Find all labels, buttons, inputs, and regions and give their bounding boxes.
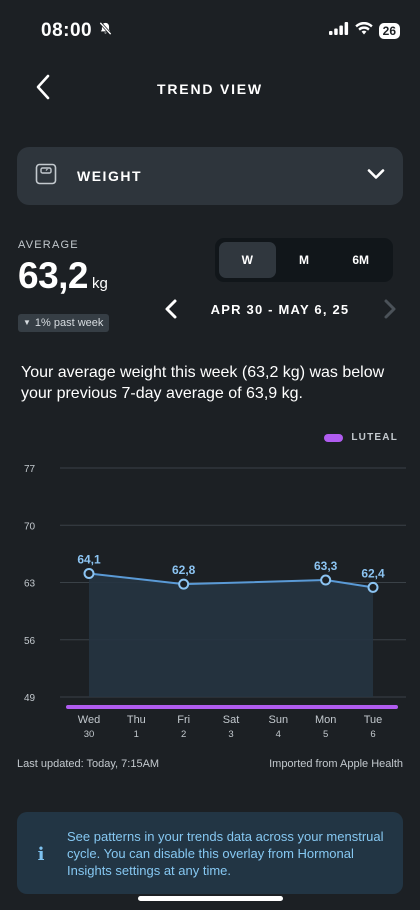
data-point: [83, 568, 95, 580]
data-point: [320, 574, 332, 586]
change-text: 1% past week: [34, 317, 104, 329]
legend-label: LUTEAL: [351, 432, 398, 443]
metric-selector[interactable]: WEIGHT: [17, 147, 403, 205]
x-tick-date: 1: [134, 729, 139, 740]
data-label: 63,3: [314, 559, 338, 573]
y-tick-label: 77: [24, 464, 36, 475]
y-tick-label: 56: [24, 636, 36, 647]
x-tick-date: 4: [276, 729, 281, 740]
info-text: See patterns in your trends data across …: [67, 829, 384, 878]
series-area: [89, 573, 373, 697]
chevron-left-icon: [162, 299, 180, 324]
chevron-right-icon: [381, 299, 399, 324]
tab-week[interactable]: W: [219, 242, 276, 278]
legend-swatch: [324, 433, 344, 442]
data-label: 64,1: [77, 553, 101, 567]
x-tick-day: Sun: [269, 714, 289, 726]
y-tick-label: 70: [24, 521, 36, 532]
average-number: 63,2: [18, 255, 89, 296]
signal-icon: [328, 22, 349, 40]
x-tick-day: Sat: [223, 714, 240, 726]
y-tick-label: 49: [24, 693, 36, 704]
status-indicators: 26: [328, 21, 400, 40]
data-label: 62,8: [172, 563, 196, 577]
metric-selector-label: WEIGHT: [77, 168, 142, 184]
data-label: 62,4: [361, 566, 385, 580]
summary-text: Your average weight this week (63,2 kg) …: [21, 364, 385, 402]
range-tabs: W M 6M: [215, 238, 393, 282]
hormonal-insights-info-card: See patterns in your trends data across …: [17, 812, 403, 894]
x-tick-date: 2: [181, 729, 186, 740]
x-tick-date: 30: [84, 729, 95, 740]
chevron-down-icon: [367, 167, 385, 185]
previous-period-button[interactable]: [162, 298, 180, 325]
series-line: [88, 572, 374, 589]
y-tick-label: 63: [24, 579, 36, 590]
data-source-text: Imported from Apple Health: [269, 758, 403, 770]
average-unit: kg: [92, 275, 108, 292]
x-tick-date: 3: [228, 729, 233, 740]
x-tick-day: Thu: [127, 714, 146, 726]
change-badge: ▼ 1% past week: [18, 314, 110, 332]
date-range-label: APR 30 - MAY 6, 25: [210, 302, 350, 317]
x-tick-day: Wed: [78, 714, 100, 726]
x-tick-date: 5: [323, 729, 328, 740]
last-updated-text: Last updated: Today, 7:15AM: [17, 758, 160, 770]
x-tick-day: Tue: [364, 714, 383, 726]
scale-icon: [35, 163, 57, 190]
clock-text: 08:00: [41, 20, 93, 42]
back-button[interactable]: [28, 74, 58, 104]
data-point: [367, 581, 379, 593]
x-tick-day: Mon: [315, 714, 336, 726]
bell-muted-icon: [98, 20, 113, 42]
luteal-phase-band: [66, 705, 398, 709]
average-label: AVERAGE: [18, 239, 79, 251]
home-indicator[interactable]: [138, 896, 283, 901]
page-title: TREND VIEW: [157, 81, 263, 97]
chart-legend: LUTEAL: [324, 432, 398, 443]
x-tick-day: Fri: [177, 714, 190, 726]
triangle-down-icon: ▼: [23, 318, 31, 327]
data-point: [178, 578, 190, 590]
wifi-icon: [354, 21, 373, 40]
x-tick-date: 6: [370, 729, 375, 740]
status-time: 08:00: [41, 20, 113, 42]
next-period-button[interactable]: [381, 298, 399, 325]
tab-six-months[interactable]: 6M: [352, 253, 370, 267]
info-icon: i: [37, 844, 45, 865]
average-value: 63,2 kg: [18, 255, 108, 297]
tab-month[interactable]: M: [299, 253, 309, 267]
chevron-left-icon: [35, 74, 51, 105]
battery-indicator: 26: [378, 23, 400, 39]
